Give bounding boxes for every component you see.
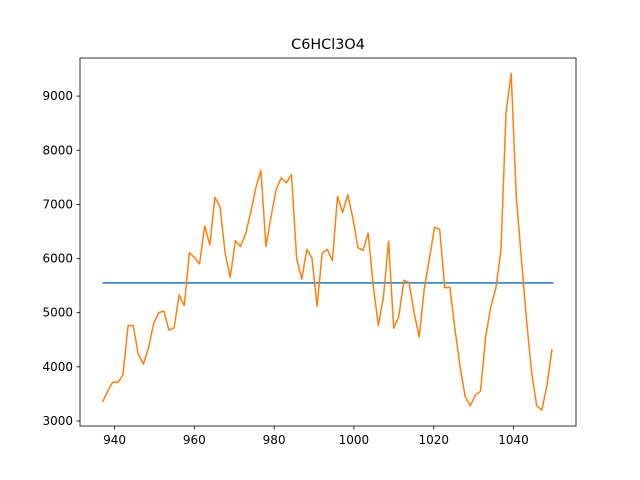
y-tick-label: 4000 [42, 360, 73, 374]
line [101, 72, 553, 411]
y-tick-label: 5000 [42, 306, 73, 320]
chart-title: C6HCl3O4 [291, 37, 365, 53]
y-tick-label: 7000 [42, 197, 73, 211]
x-tick-label: 980 [263, 433, 286, 447]
y-tick-label: 3000 [42, 414, 73, 428]
y-tick-label: 8000 [42, 143, 73, 157]
y-tick-label: 9000 [42, 89, 73, 103]
y-tick-label: 6000 [42, 252, 73, 266]
x-tick-label: 1020 [418, 433, 449, 447]
x-tick-label: 960 [183, 433, 206, 447]
axes-frame [79, 57, 577, 427]
x-tick-label: 1000 [339, 433, 370, 447]
x-tick-label: 1040 [498, 433, 529, 447]
x-tick-label: 940 [103, 433, 126, 447]
